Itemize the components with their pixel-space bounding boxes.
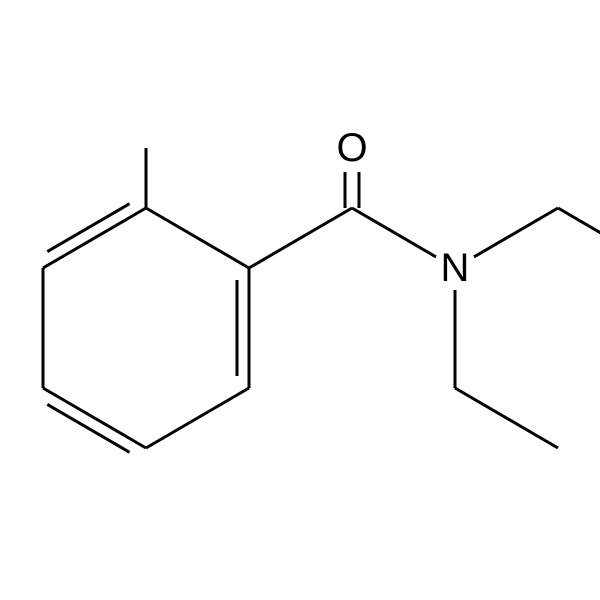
o-atom-label: O (336, 126, 367, 170)
molecule-diagram: ON (0, 0, 600, 600)
n-atom-label: N (441, 246, 470, 290)
